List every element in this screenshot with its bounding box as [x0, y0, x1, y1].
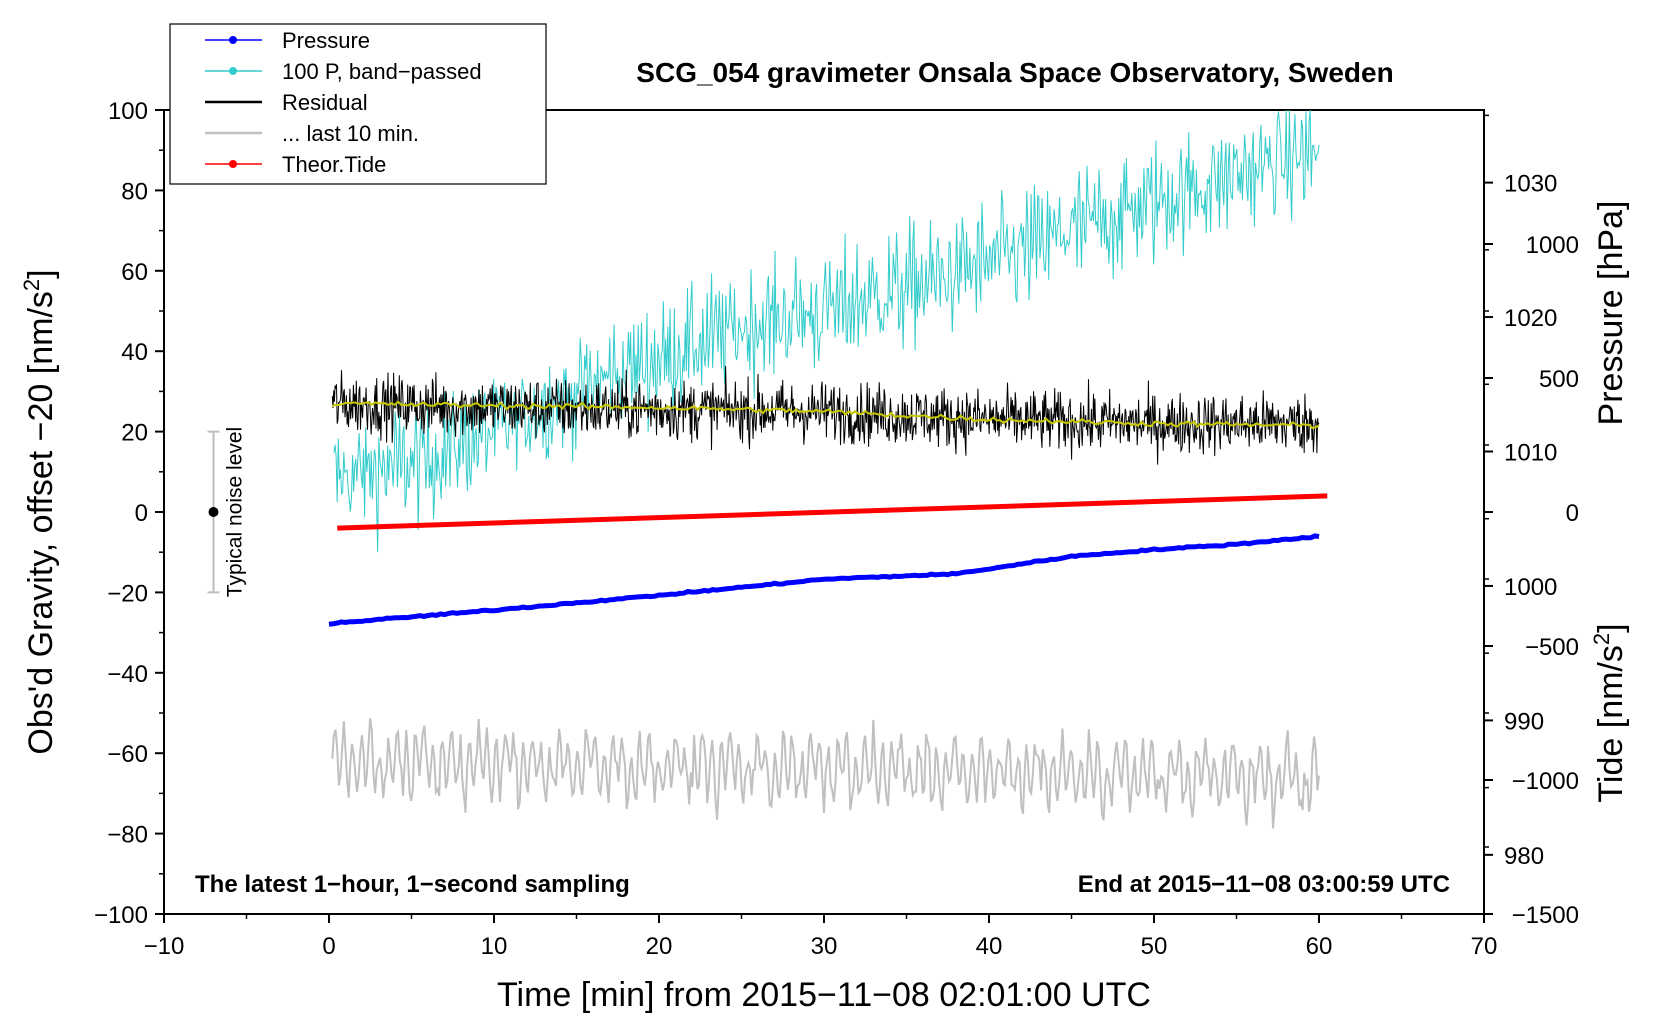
y-tick-label: −100	[94, 902, 148, 929]
tide-axis-title: Tide [nm/s2]	[1589, 623, 1630, 802]
legend-label: Residual	[282, 90, 368, 115]
y-tick-label: −40	[107, 661, 148, 688]
tide-tick-label: 500	[1539, 366, 1579, 393]
y-tick-label: 60	[121, 259, 148, 286]
tide-tick-label: 1000	[1526, 232, 1579, 259]
x-tick-label: 30	[811, 933, 838, 960]
series-residual	[331, 365, 1320, 465]
pressure-tick-label: 1030	[1504, 171, 1557, 198]
y-tick-label: −80	[107, 822, 148, 849]
pressure-tick-label: 1000	[1504, 574, 1557, 601]
x-tick-label: 50	[1141, 933, 1168, 960]
legend-marker	[229, 160, 237, 168]
x-tick-label: 20	[646, 933, 673, 960]
legend-label: Pressure	[282, 28, 370, 53]
tide-tick-label: −1000	[1512, 768, 1579, 795]
y-axis-ticks: −100 −80 −60 −40 −20 0 20 40 60 80 100	[94, 98, 164, 929]
chart-title: SCG_054 gravimeter Onsala Space Observat…	[636, 57, 1393, 88]
y-axis-title-left-main: Obs'd Gravity, offset −20 [nm/s	[22, 291, 60, 754]
y-axis-title-left-end: ]	[22, 269, 60, 278]
tide-axis-title-end: ]	[1592, 623, 1630, 632]
y-tick-label: 80	[121, 178, 148, 205]
x-tick-label: 70	[1471, 933, 1498, 960]
x-tick-label: 60	[1306, 933, 1333, 960]
series-bandpassed-pressure	[333, 109, 1320, 553]
tide-tick-label: −500	[1525, 634, 1579, 661]
y-tick-label: 100	[108, 98, 148, 125]
series-pressure	[328, 533, 1320, 627]
tide-tick-label: −1500	[1512, 902, 1579, 929]
pressure-tick-label: 1020	[1504, 305, 1557, 332]
y-tick-label: 0	[135, 500, 148, 527]
legend-marker	[229, 36, 237, 44]
noise-bar: Typical noise level	[207, 427, 247, 597]
tide-axis-ticks: −1500 −1000 −500 0 500 1000	[1484, 232, 1579, 929]
annotation-left: The latest 1−hour, 1−second sampling	[195, 871, 630, 898]
tide-axis-title-sup: 2	[1589, 633, 1614, 645]
series-last-10-min	[331, 718, 1320, 829]
x-axis-title: Time [min] from 2015−11−08 02:01:00 UTC	[497, 976, 1151, 1014]
pressure-tick-label: 980	[1504, 843, 1544, 870]
series-layer	[328, 109, 1328, 829]
pressure-tick-label: 990	[1504, 708, 1544, 735]
y-tick-label: −20	[107, 580, 148, 607]
legend-label: ... last 10 min.	[282, 121, 419, 146]
y-tick-label: 40	[121, 339, 148, 366]
x-axis-ticks: −10 0 10 20 30 40 50 60 70	[144, 914, 1498, 960]
y-tick-label: −60	[107, 741, 148, 768]
y-tick-label: 20	[121, 420, 148, 447]
legend-label: Theor.Tide	[282, 152, 386, 177]
x-tick-label: −10	[144, 933, 185, 960]
x-tick-label: 40	[976, 933, 1003, 960]
x-tick-label: 0	[322, 933, 335, 960]
pressure-tick-label: 1010	[1504, 439, 1557, 466]
pressure-axis-title: Pressure [hPa]	[1592, 201, 1630, 426]
legend-marker	[229, 67, 237, 75]
legend-box	[169, 23, 547, 185]
noise-bar-label: Typical noise level	[224, 427, 247, 597]
annotation-right: End at 2015−11−08 03:00:59 UTC	[1078, 871, 1450, 898]
y-axis-title-left-sup: 2	[19, 279, 44, 291]
series-theoretical-tide	[337, 493, 1328, 531]
legend-label: 100 P, band−passed	[282, 59, 482, 84]
tide-axis-title-main: Tide [nm/s	[1592, 645, 1630, 802]
x-tick-label: 10	[481, 933, 508, 960]
legend: Pressure 100 P, band−passed Residual ... la…	[169, 23, 547, 185]
series-residual-smoothed	[331, 400, 1320, 430]
y-axis-title-left: Obs'd Gravity, offset −20 [nm/s2]	[19, 269, 60, 754]
noise-bar-center-dot	[208, 507, 219, 517]
pressure-axis-ticks: 980 990 1000 1010 1020 1030	[1484, 114, 1557, 870]
tide-tick-label: 0	[1566, 500, 1579, 527]
